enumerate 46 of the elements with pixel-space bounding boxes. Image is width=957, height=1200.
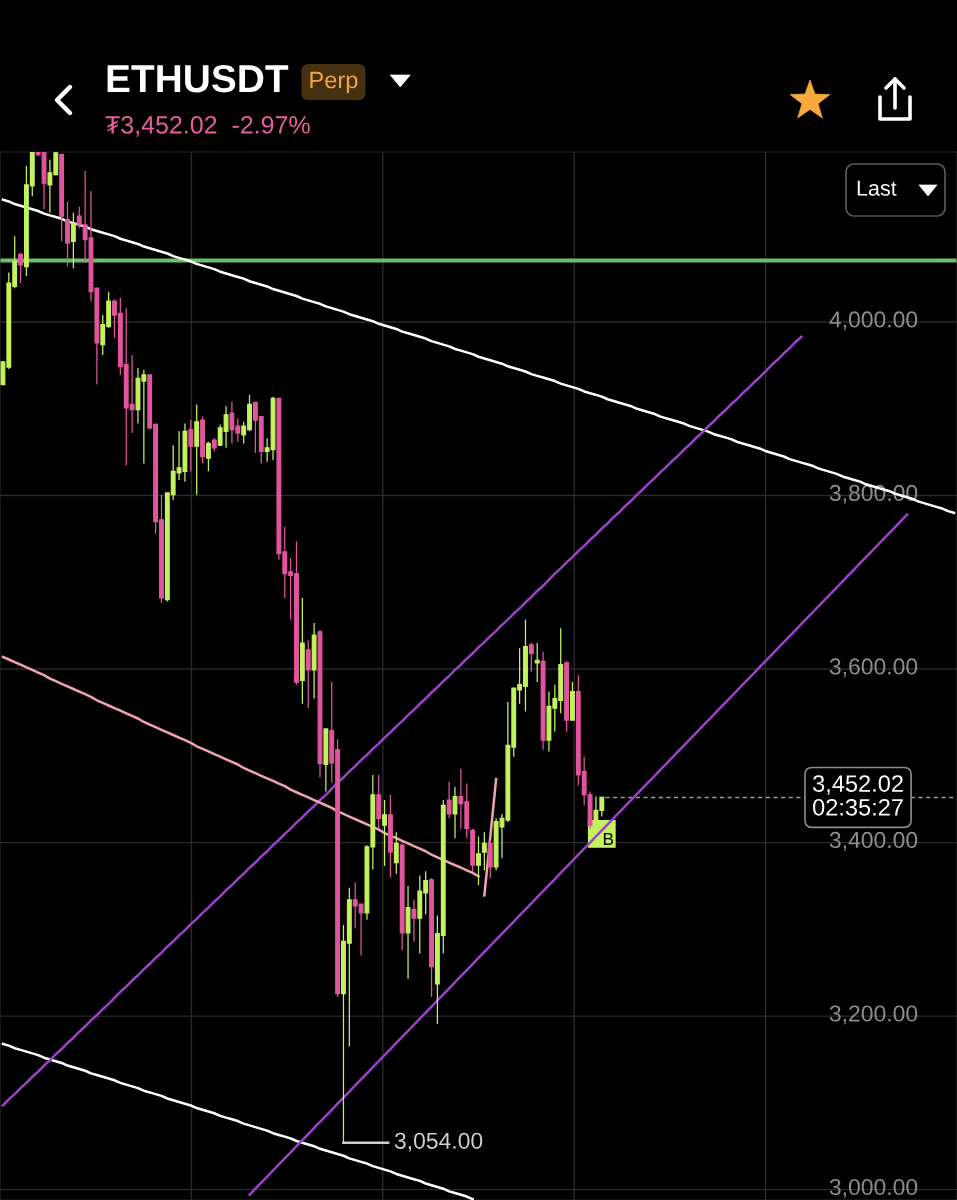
line-series [1, 655, 480, 878]
series-label: B [603, 832, 614, 845]
candlestick [481, 831, 487, 871]
text: Perp [310, 71, 358, 93]
candlestick [405, 885, 411, 980]
candlestick [323, 728, 329, 793]
candlestick [429, 877, 434, 998]
candlestick [59, 153, 65, 242]
candlestick [476, 835, 481, 886]
candlestick [188, 419, 194, 472]
candlestick [487, 839, 493, 879]
candlestick [564, 660, 570, 733]
candlestick [18, 252, 23, 284]
candlestick [194, 403, 200, 496]
candlestick [70, 212, 76, 269]
candlestick [569, 681, 575, 721]
y-tick-label: 3,000.00 [829, 1178, 918, 1198]
candlestick [393, 831, 399, 875]
candlestick [211, 437, 217, 452]
candlestick [452, 786, 458, 839]
annotation: Last [857, 180, 897, 196]
candlestick [382, 799, 388, 867]
candlestick [446, 781, 452, 819]
candlestick [387, 794, 393, 878]
candlestick [305, 639, 311, 709]
chart-title: ETHUSDT [107, 64, 289, 93]
candlestick [65, 200, 70, 268]
line-series [1, 335, 803, 1107]
candlestick [299, 597, 305, 705]
y-tick-label: 3,200.00 [829, 1005, 918, 1025]
y-tick-label: 3,400.00 [829, 831, 918, 851]
candlestick [399, 842, 405, 951]
candlestick [411, 899, 417, 943]
annotation: 3,054.00 [394, 1132, 483, 1152]
y-tick-label: 3,600.00 [829, 658, 918, 678]
ref-line-label: 3,452.02 02:35:27 [813, 775, 903, 816]
line-series [1, 198, 956, 515]
candlestick [311, 622, 317, 700]
chart-subtitle: ₮3,452.02 -2.97% [105, 116, 310, 137]
candlestick [528, 642, 534, 673]
candlestick [205, 441, 211, 472]
candlestick [376, 774, 382, 830]
candlestick [470, 828, 476, 873]
candlestick [200, 415, 206, 465]
candlestick [540, 651, 546, 751]
y-tick-label: 4,000.00 [829, 311, 918, 331]
